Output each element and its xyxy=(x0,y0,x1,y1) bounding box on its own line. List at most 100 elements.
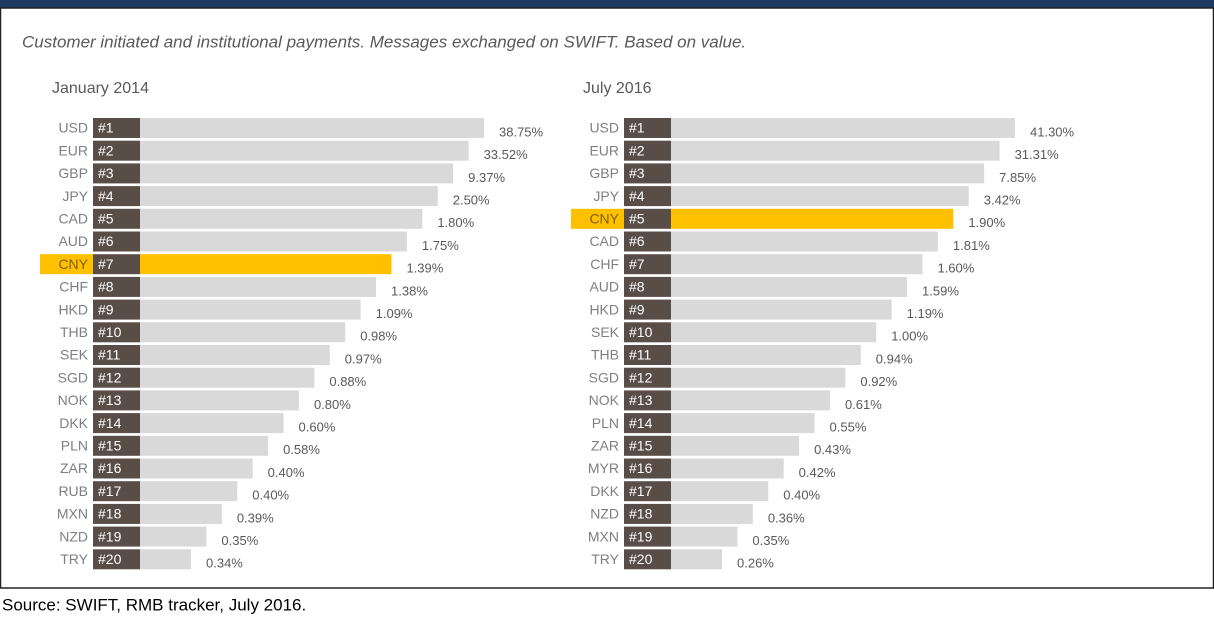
rank-label: #13 xyxy=(629,392,653,408)
value-label: 1.81% xyxy=(953,238,990,253)
value-label: 1.59% xyxy=(922,283,959,298)
rank-label: #16 xyxy=(98,460,122,476)
category-label: ZAR xyxy=(591,438,619,454)
rank-box xyxy=(624,208,671,229)
rank-box xyxy=(93,299,140,320)
rank-label: #6 xyxy=(629,233,645,249)
category-label: HKD xyxy=(58,301,88,317)
value-label: 0.40% xyxy=(268,465,305,480)
bar xyxy=(671,481,769,502)
rank-label: #14 xyxy=(98,415,122,431)
bar xyxy=(671,299,892,320)
value-label: 1.75% xyxy=(422,238,459,253)
rank-label: #2 xyxy=(629,142,645,158)
rank-label: #2 xyxy=(98,142,114,158)
rank-label: #19 xyxy=(98,528,122,544)
rank-box xyxy=(624,140,671,161)
bar xyxy=(140,276,377,297)
category-highlight xyxy=(571,208,624,229)
rank-label: #17 xyxy=(629,483,653,499)
bar xyxy=(140,413,284,434)
rank-box xyxy=(624,254,671,275)
value-label: 2.50% xyxy=(453,193,490,208)
rank-label: #10 xyxy=(629,324,653,340)
rank-box xyxy=(93,322,140,343)
rank-box xyxy=(624,481,671,502)
rank-box xyxy=(624,231,671,252)
bar xyxy=(671,549,722,570)
value-label: 9.37% xyxy=(468,170,505,185)
rank-box xyxy=(624,458,671,479)
category-label: NOK xyxy=(58,392,89,408)
bar xyxy=(140,549,191,570)
rank-box xyxy=(624,322,671,343)
rank-label: #9 xyxy=(629,301,645,317)
value-label: 0.88% xyxy=(329,374,366,389)
category-label: NOK xyxy=(589,392,620,408)
bar xyxy=(671,435,800,456)
bar xyxy=(671,413,815,434)
rank-box xyxy=(93,481,140,502)
rank-box xyxy=(624,549,671,570)
rank-label: #15 xyxy=(629,438,653,454)
category-label: AUD xyxy=(58,233,88,249)
rank-label: #17 xyxy=(98,483,122,499)
rank-label: #9 xyxy=(98,301,114,317)
category-label: JPY xyxy=(62,188,88,204)
bar xyxy=(671,526,738,547)
rank-box xyxy=(93,526,140,547)
bar xyxy=(140,435,269,456)
category-label: TRY xyxy=(591,551,619,567)
rank-box xyxy=(93,231,140,252)
rank-label: #1 xyxy=(98,120,114,136)
bar xyxy=(671,322,877,343)
value-label: 0.40% xyxy=(783,488,820,503)
rank-box xyxy=(93,345,140,365)
rank-box xyxy=(93,367,140,388)
bar xyxy=(671,118,1015,138)
category-label: DKK xyxy=(59,415,88,431)
bar xyxy=(140,163,454,184)
value-label: 31.31% xyxy=(1015,147,1060,162)
category-label: USD xyxy=(58,120,88,136)
rank-box xyxy=(93,458,140,479)
bar xyxy=(671,163,985,184)
value-label: 0.40% xyxy=(252,488,289,503)
rank-box xyxy=(624,435,671,456)
bar xyxy=(140,118,484,138)
rank-label: #3 xyxy=(629,165,645,181)
category-label: CAD xyxy=(589,233,619,249)
rank-box xyxy=(93,254,140,275)
rank-label: #12 xyxy=(98,369,122,385)
category-label: CHF xyxy=(59,279,88,295)
rank-box xyxy=(624,276,671,297)
rank-label: #4 xyxy=(98,188,114,204)
rank-label: #16 xyxy=(629,460,653,476)
value-label: 0.42% xyxy=(799,465,836,480)
bar xyxy=(140,231,407,252)
bar xyxy=(140,322,346,343)
category-label: MXN xyxy=(588,528,619,544)
value-label: 0.34% xyxy=(206,556,243,571)
category-label: MXN xyxy=(57,506,88,522)
bar xyxy=(140,481,238,502)
bar xyxy=(140,254,392,275)
rank-box xyxy=(93,503,140,524)
category-label: TRY xyxy=(60,551,88,567)
bar xyxy=(671,390,830,411)
category-highlight xyxy=(40,254,93,275)
category-label: RUB xyxy=(58,483,88,499)
rank-box xyxy=(624,163,671,184)
rank-box xyxy=(624,413,671,434)
rank-box xyxy=(93,435,140,456)
category-label: JPY xyxy=(593,188,619,204)
value-label: 1.80% xyxy=(437,215,474,230)
category-label: CNY xyxy=(58,256,88,272)
rank-box xyxy=(93,276,140,297)
rank-box xyxy=(624,345,671,365)
rank-label: #8 xyxy=(98,279,114,295)
category-label: EUR xyxy=(58,142,88,158)
rank-label: #20 xyxy=(629,551,653,567)
value-label: 33.52% xyxy=(484,147,529,162)
bar xyxy=(671,503,753,524)
